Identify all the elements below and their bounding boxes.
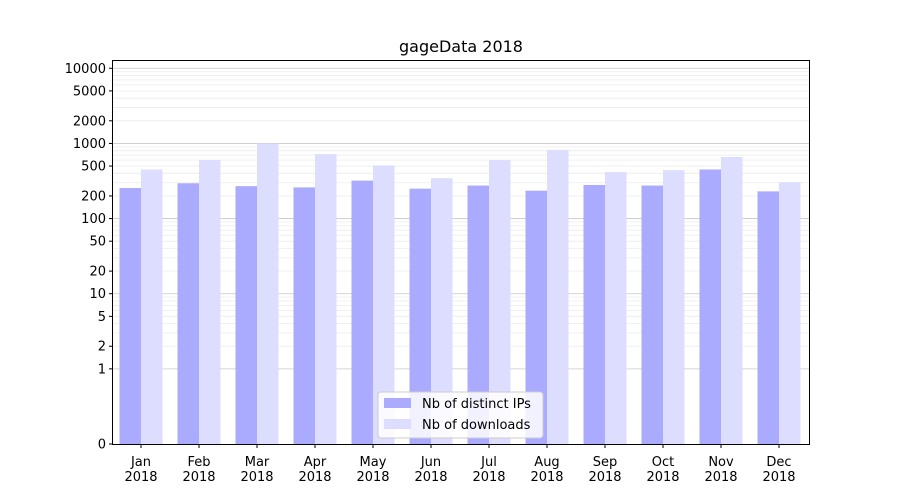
y-tick-label: 100 (81, 212, 106, 227)
bar-downloads-may (373, 165, 395, 444)
y-tick-label: 1000 (73, 137, 106, 152)
x-tick-label-month: Feb (187, 455, 210, 470)
x-tick-label-year: 2018 (124, 470, 157, 485)
x-tick-label-year: 2018 (530, 470, 563, 485)
x-tick-label-year: 2018 (356, 470, 389, 485)
x-tick-label-month: Oct (652, 455, 674, 470)
x-tick-label-month: Sep (593, 455, 618, 470)
legend-label: Nb of downloads (422, 418, 531, 433)
bar-downloads-dec (779, 182, 801, 444)
bar-distinct-ips-sep (583, 184, 605, 444)
x-tick-label-year: 2018 (762, 470, 795, 485)
y-tick-label: 50 (89, 235, 106, 250)
bar-downloads-jan (141, 169, 163, 445)
x-tick-label-month: Aug (534, 455, 559, 470)
bar-downloads-feb (199, 160, 221, 444)
x-tick-label-year: 2018 (182, 470, 215, 485)
bar-downloads-aug (547, 149, 569, 444)
x-tick-label-month: Dec (766, 455, 791, 470)
bar-downloads-jun (431, 178, 453, 445)
bar-distinct-ips-may (351, 180, 373, 444)
bar-distinct-ips-jun (409, 188, 431, 444)
bar-downloads-jul (489, 160, 511, 444)
x-tick-label-year: 2018 (646, 470, 679, 485)
bar-distinct-ips-apr (293, 187, 315, 444)
bar-downloads-mar (257, 143, 279, 445)
y-tick-label: 10 (89, 287, 106, 302)
y-tick-label: 0 (98, 438, 106, 453)
y-tick-label: 5000 (73, 84, 106, 99)
y-tick-label: 2 (98, 340, 106, 355)
x-tick-label-month: Nov (708, 455, 734, 470)
x-tick-label-year: 2018 (240, 470, 273, 485)
legend-swatch (384, 419, 411, 429)
bars (119, 143, 801, 445)
x-tick-label-month: Jul (480, 455, 497, 470)
legend-label: Nb of distinct IPs (422, 397, 531, 412)
x-tick-label-year: 2018 (298, 470, 331, 485)
bar-distinct-ips-jan (119, 188, 141, 444)
bar-distinct-ips-feb (177, 183, 199, 444)
x-tick-label-month: Jun (420, 455, 441, 470)
y-tick-label: 500 (81, 160, 106, 175)
x-tick-label-month: May (360, 455, 387, 470)
plot-frame (112, 60, 810, 445)
x-tick-label-month: Mar (245, 455, 270, 470)
bar-distinct-ips-dec (757, 191, 779, 444)
bar-distinct-ips-nov (699, 169, 721, 445)
y-tick-label: 2000 (73, 114, 106, 129)
x-tick-label-year: 2018 (414, 470, 447, 485)
x-tick-label-year: 2018 (704, 470, 737, 485)
x-axis-ticks: Jan2018Feb2018Mar2018Apr2018May2018Jun20… (124, 444, 796, 485)
legend: Nb of distinct IPs Nb of downloads (377, 391, 544, 439)
bar-downloads-oct (663, 170, 685, 445)
legend-swatch (384, 398, 411, 408)
bar-distinct-ips-jul (467, 185, 489, 444)
bar-downloads-nov (721, 156, 743, 444)
y-tick-label: 10000 (65, 62, 106, 77)
y-tick-label: 20 (89, 265, 106, 280)
chart-title: gageData 2018 (399, 37, 523, 56)
y-tick-label: 5 (98, 310, 106, 325)
x-tick-label-year: 2018 (588, 470, 621, 485)
bar-distinct-ips-mar (235, 186, 257, 444)
y-tick-label: 1 (98, 362, 106, 377)
bar-downloads-apr (315, 154, 337, 444)
x-tick-label-year: 2018 (472, 470, 505, 485)
y-tick-label: 200 (81, 189, 106, 204)
bar-distinct-ips-aug (525, 190, 547, 444)
bar-distinct-ips-oct (641, 185, 663, 444)
grid-lines (113, 67, 809, 370)
x-tick-label-month: Apr (304, 455, 327, 470)
y-axis-ticks: 0 1 2 5 10 20 50 100 200 500 1000 2000 5000 10000 (65, 62, 113, 453)
bar-downloads-sep (605, 172, 627, 444)
legend-box (377, 391, 544, 439)
x-tick-label-month: Jan (130, 455, 151, 470)
